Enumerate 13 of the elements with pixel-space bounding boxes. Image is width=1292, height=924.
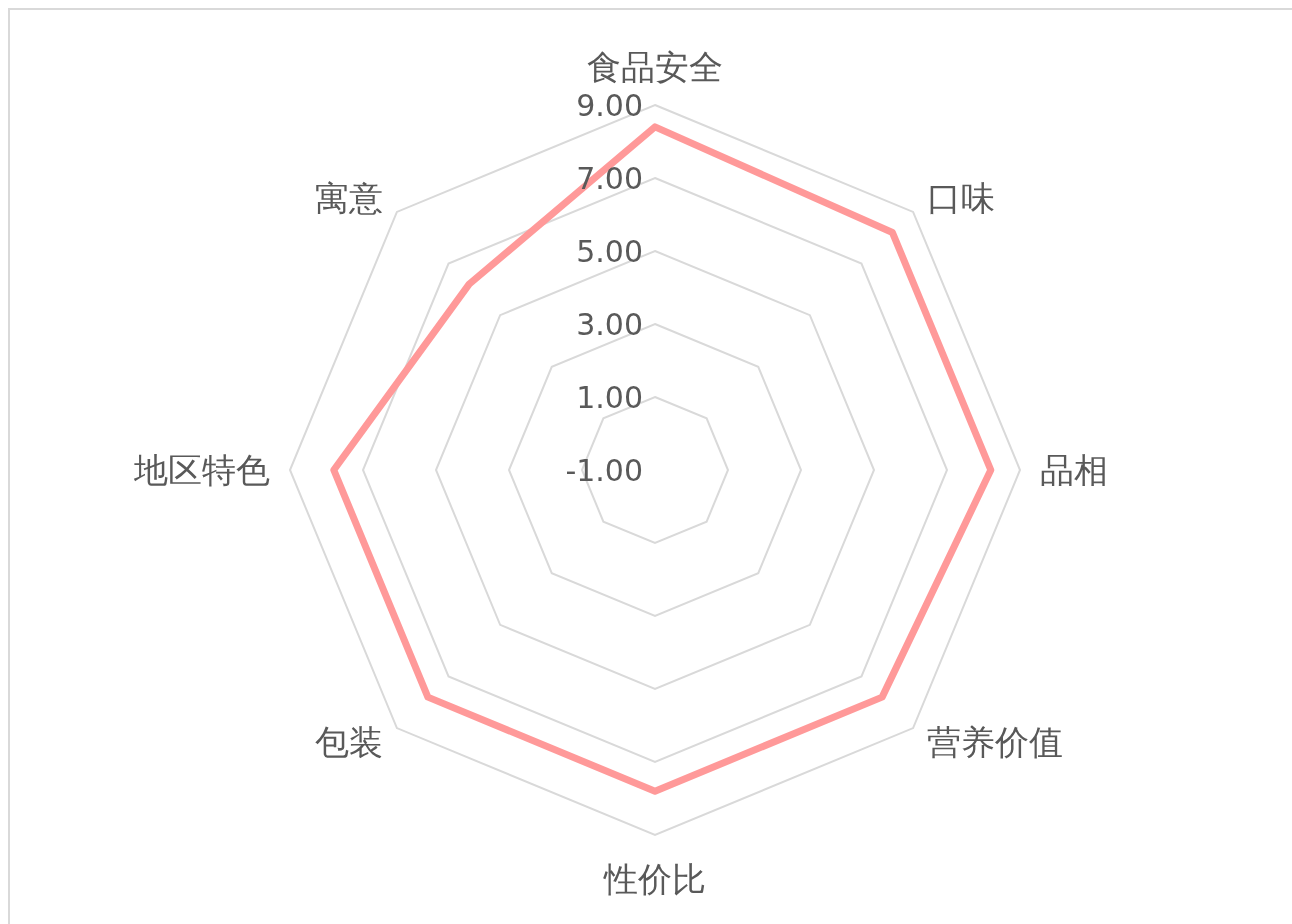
- spoke-label: 性价比: [603, 859, 706, 899]
- y-tick-label: 1.00: [576, 379, 643, 415]
- y-tick-label: 3.00: [576, 306, 643, 342]
- y-tick-label: -1.00: [565, 452, 643, 488]
- spoke-label: 口味: [927, 177, 996, 218]
- spoke-label: 食品安全: [587, 47, 723, 87]
- spoke-label: 营养价值: [927, 722, 1064, 763]
- spoke-label: 地区特色: [133, 450, 270, 490]
- spoke-label: 品相: [1040, 450, 1108, 490]
- spoke-label: 寓意: [314, 177, 383, 218]
- y-tick-label: 5.00: [576, 233, 643, 269]
- y-tick-label: 9.00: [576, 87, 643, 123]
- spoke-label: 包装: [314, 722, 383, 763]
